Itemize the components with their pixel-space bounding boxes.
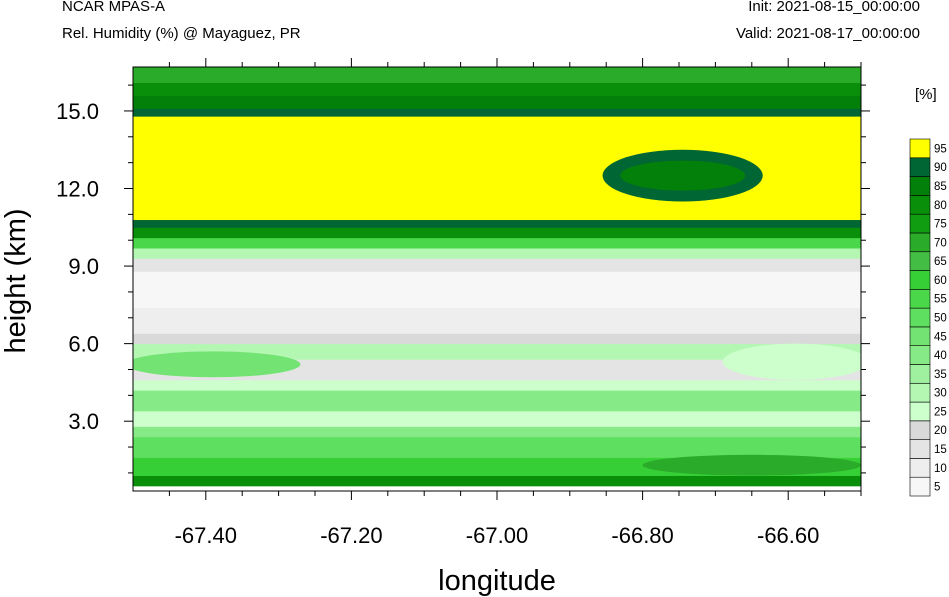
rh-patch-2 [722, 343, 861, 380]
colorbar: 5 10 15 20 25 30 35 40 45 50 55 60 65 70 75 80 85 90 95 [909, 138, 947, 497]
x-tick-label: -66.80 [611, 523, 673, 548]
x-axis: -67.40 -67.20 -67.00 -66.80 -66.60 [168, 58, 862, 548]
rh-layer-19 [133, 108, 861, 117]
colorbar-swatch [909, 138, 931, 159]
x-axis-label: longitude [438, 565, 556, 597]
colorbar-swatch [909, 157, 931, 177]
colorbar-unit: [%] [915, 86, 937, 103]
colorbar-label: 35 [934, 369, 947, 381]
colorbar-label: 75 [934, 219, 947, 231]
field-title: Rel. Humidity (%) @ Mayaguez, PR [62, 25, 301, 42]
colorbar-swatch [909, 195, 931, 215]
valid-time: Valid: 2021-08-17_00:00:00 [735, 25, 920, 42]
rh-layer-15 [133, 237, 861, 249]
rh-layer-0 [133, 485, 861, 491]
rh-layer-16 [133, 227, 861, 239]
colorbar-swatch [909, 439, 931, 459]
x-tick-label: -67.20 [320, 523, 382, 548]
colorbar-swatch [909, 289, 931, 309]
colorbar-swatch [909, 382, 931, 403]
colorbar-swatch [909, 326, 931, 346]
colorbar-label: 95 [934, 143, 947, 155]
colorbar-label: 5 [934, 482, 940, 494]
y-tick-label: 3.0 [68, 409, 99, 434]
colorbar-swatch [909, 476, 931, 497]
rh-layer-21 [133, 82, 861, 96]
colorbar-label: 45 [934, 331, 947, 343]
colorbar-swatch [909, 307, 931, 328]
x-tick-label: -67.00 [466, 523, 528, 548]
colorbar-label: 30 [934, 388, 947, 400]
colorbar-swatch [909, 251, 931, 271]
humidity-field [133, 67, 861, 491]
rh-layer-10 [133, 333, 861, 345]
init-time: Init: 2021-08-15_00:00:00 [748, 0, 920, 15]
rh-layer-1 [133, 475, 861, 487]
rh-layer-11 [133, 307, 861, 334]
y-tick-label: 6.0 [68, 332, 99, 357]
rh-ring-inner [620, 160, 746, 191]
y-tick-label: 12.0 [56, 177, 99, 202]
colorbar-label: 80 [934, 200, 947, 212]
rh-layer-12 [133, 271, 861, 308]
colorbar-swatch [909, 213, 931, 234]
colorbar-label: 15 [934, 444, 947, 456]
rh-layer-14 [133, 247, 861, 259]
colorbar-swatch [909, 364, 931, 384]
rh-layer-7 [133, 379, 861, 391]
rh-layer-3 [133, 436, 861, 458]
x-tick-label: -66.60 [757, 523, 819, 548]
rh-layer-20 [133, 95, 861, 109]
rh-patch-3 [642, 454, 861, 476]
colorbar-swatch [909, 270, 931, 290]
rh-layer-22 [133, 67, 861, 84]
rh-layer-4 [133, 426, 861, 438]
y-tick-label: 9.0 [68, 254, 99, 279]
rh-layer-13 [133, 258, 861, 272]
rh-layer-5 [133, 410, 861, 427]
colorbar-swatch [909, 345, 931, 365]
colorbar-label: 50 [934, 313, 947, 325]
y-tick-label: 15.0 [56, 99, 99, 124]
colorbar-label: 55 [934, 294, 947, 306]
colorbar-swatch [909, 232, 931, 253]
colorbar-label: 60 [934, 275, 947, 287]
rh-layer-8 [133, 359, 861, 381]
rh-layer-9 [133, 343, 861, 360]
colorbar-swatch [909, 176, 931, 196]
colorbar-label: 10 [934, 463, 947, 475]
y-axis-label: height (km) [0, 208, 32, 353]
colorbar-label: 85 [934, 181, 947, 193]
colorbar-label: 25 [934, 406, 947, 418]
x-tick-label: -67.40 [175, 523, 237, 548]
colorbar-swatch [909, 458, 931, 478]
colorbar-swatch [909, 401, 931, 422]
colorbar-label: 70 [934, 237, 947, 249]
colorbar-swatch [909, 420, 931, 440]
model-title: NCAR MPAS-A [62, 0, 166, 15]
colorbar-label: 20 [934, 425, 947, 437]
rh-layer-17 [133, 219, 861, 228]
rh-layer-6 [133, 390, 861, 412]
colorbar-label: 65 [934, 256, 947, 268]
colorbar-label: 40 [934, 350, 947, 362]
y-axis: 3.0 6.0 9.0 12.0 15.0 [56, 84, 870, 474]
rh-patch-1 [133, 351, 301, 378]
colorbar-label: 90 [934, 162, 947, 174]
